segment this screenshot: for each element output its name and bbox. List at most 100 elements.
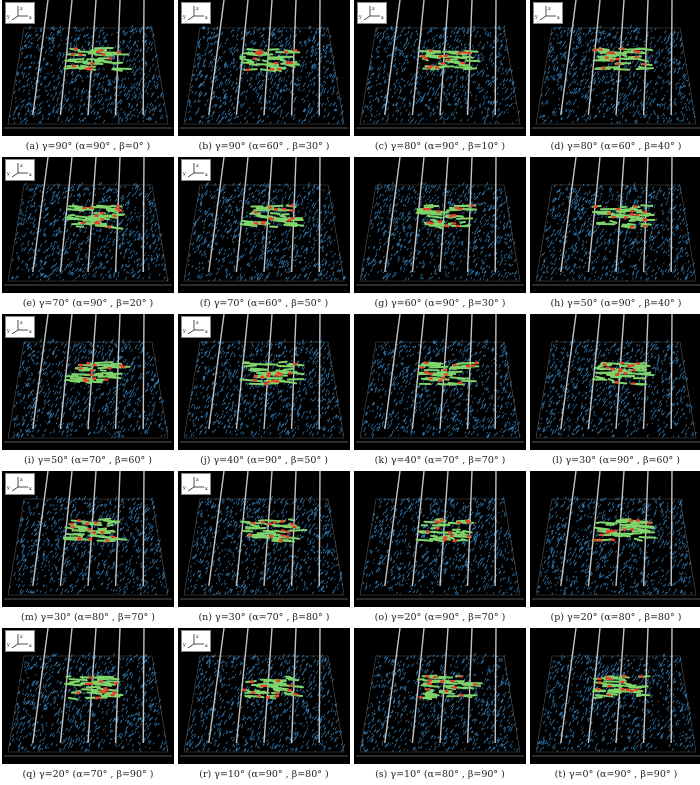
simulation-view: z y x (178, 628, 350, 764)
fracture-network-render (532, 0, 700, 129)
svg-text:y: y (6, 642, 10, 648)
svg-text:y: y (182, 485, 186, 491)
figure-panel: z y x (n) γ=30° (α=70° , β=80° ) (178, 471, 350, 628)
simulation-view (354, 157, 526, 293)
figure-panel: z y x (q) γ=20° (α=70° , β=90° ) (2, 628, 174, 785)
svg-text:x: x (557, 15, 560, 21)
svg-text:y: y (182, 642, 186, 648)
svg-text:x: x (29, 15, 32, 21)
fracture-network-render (532, 628, 700, 757)
figure-panel: z y x (f) γ=70° (α=60° , β=50° ) (178, 157, 350, 314)
svg-text:x: x (29, 486, 32, 492)
figure-panel: z y x (c) γ=80° (α=90° , β=10° ) (354, 0, 526, 157)
svg-text:z: z (20, 634, 23, 640)
panel-caption: (k) γ=40° (α=70° , β=70° ) (374, 455, 506, 466)
svg-text:z: z (196, 634, 199, 640)
axis-triad-icon: z y x (181, 473, 211, 495)
svg-text:y: y (182, 171, 186, 177)
panel-caption: (b) γ=90° (α=60° , β=30° ) (198, 141, 330, 152)
simulation-view: z y x (178, 314, 350, 450)
figure-panel: z y x (e) γ=70° (α=90° , β=20° ) (2, 157, 174, 314)
fracture-network-render (356, 471, 524, 600)
simulation-view (530, 314, 700, 450)
fracture-network-render (4, 628, 172, 757)
axis-triad-icon: z y x (5, 2, 35, 24)
panel-caption: (d) γ=80° (α=60° , β=40° ) (550, 141, 682, 152)
simulation-view (530, 471, 700, 607)
axis-triad-icon: z y x (5, 159, 35, 181)
svg-text:y: y (6, 14, 10, 20)
panel-caption: (c) γ=80° (α=90° , β=10° ) (374, 141, 506, 152)
figure-panel: (o) γ=20° (α=90° , β=70° ) (354, 471, 526, 628)
fracture-network-render (180, 0, 348, 129)
figure-panel: z y x (a) γ=90° (α=90° , β=0° ) (2, 0, 174, 157)
fracture-network-render (532, 314, 700, 443)
figure-panel: (t) γ=0° (α=90° , β=90° ) (530, 628, 700, 785)
figure-panel: (k) γ=40° (α=70° , β=70° ) (354, 314, 526, 471)
fracture-network-render (180, 314, 348, 443)
panel-caption: (l) γ=30° (α=90° , β=60° ) (552, 455, 680, 466)
fracture-network-render (356, 628, 524, 757)
svg-text:y: y (6, 171, 10, 177)
simulation-view (530, 628, 700, 764)
svg-text:x: x (205, 486, 208, 492)
figure-panel: (p) γ=20° (α=80° , β=80° ) (530, 471, 700, 628)
fracture-network-render (4, 0, 172, 129)
svg-text:z: z (196, 6, 199, 12)
figure-panel: (l) γ=30° (α=90° , β=60° ) (530, 314, 700, 471)
figure-panel: z y x (m) γ=30° (α=80° , β=70° ) (2, 471, 174, 628)
svg-text:z: z (20, 163, 23, 169)
panel-caption: (n) γ=30° (α=70° , β=80° ) (198, 612, 330, 623)
fracture-network-render (180, 471, 348, 600)
panel-caption: (f) γ=70° (α=60° , β=50° ) (199, 298, 329, 309)
axis-triad-icon: z y x (181, 2, 211, 24)
svg-text:z: z (196, 163, 199, 169)
fracture-network-render (356, 314, 524, 443)
svg-text:y: y (6, 328, 10, 334)
simulation-view (354, 314, 526, 450)
svg-text:x: x (381, 15, 384, 21)
axis-triad-icon: z y x (5, 473, 35, 495)
axis-triad-icon: z y x (533, 2, 563, 24)
axis-triad-icon: z y x (181, 630, 211, 652)
figure-panel: z y x (i) γ=50° (α=70° , β=60° ) (2, 314, 174, 471)
panel-caption: (j) γ=40° (α=90° , β=50° ) (200, 455, 328, 466)
fracture-network-render (532, 157, 700, 286)
simulation-view: z y x (530, 0, 700, 136)
figure-panel: (s) γ=10° (α=80° , β=90° ) (354, 628, 526, 785)
simulation-view: z y x (2, 471, 174, 607)
axis-triad-icon: z y x (357, 2, 387, 24)
panel-caption: (q) γ=20° (α=70° , β=90° ) (22, 769, 154, 780)
panel-caption: (t) γ=0° (α=90° , β=90° ) (554, 769, 678, 780)
figure-panel: (g) γ=60° (α=90° , β=30° ) (354, 157, 526, 314)
fracture-network-render (532, 471, 700, 600)
panel-caption: (h) γ=50° (α=90° , β=40° ) (550, 298, 682, 309)
simulation-view: z y x (2, 157, 174, 293)
simulation-view: z y x (178, 0, 350, 136)
axis-triad-icon: z y x (5, 316, 35, 338)
svg-text:x: x (29, 172, 32, 178)
axis-triad-icon: z y x (5, 630, 35, 652)
svg-text:x: x (205, 172, 208, 178)
panel-caption: (o) γ=20° (α=90° , β=70° ) (374, 612, 506, 623)
panel-caption: (p) γ=20° (α=80° , β=80° ) (550, 612, 682, 623)
svg-text:z: z (196, 477, 199, 483)
svg-text:x: x (205, 15, 208, 21)
panel-caption: (i) γ=50° (α=70° , β=60° ) (24, 455, 152, 466)
panel-caption: (a) γ=90° (α=90° , β=0° ) (25, 141, 151, 152)
svg-text:z: z (372, 6, 375, 12)
fracture-network-render (4, 157, 172, 286)
svg-text:z: z (20, 6, 23, 12)
svg-text:z: z (548, 6, 551, 12)
fracture-network-render (4, 471, 172, 600)
svg-text:y: y (534, 14, 538, 20)
panel-caption: (e) γ=70° (α=90° , β=20° ) (22, 298, 154, 309)
simulation-view: z y x (178, 157, 350, 293)
axis-triad-icon: z y x (181, 316, 211, 338)
simulation-view: z y x (2, 628, 174, 764)
fracture-network-render (356, 157, 524, 286)
svg-text:y: y (358, 14, 362, 20)
panel-caption: (s) γ=10° (α=80° , β=90° ) (375, 769, 505, 780)
figure-panel: (h) γ=50° (α=90° , β=40° ) (530, 157, 700, 314)
